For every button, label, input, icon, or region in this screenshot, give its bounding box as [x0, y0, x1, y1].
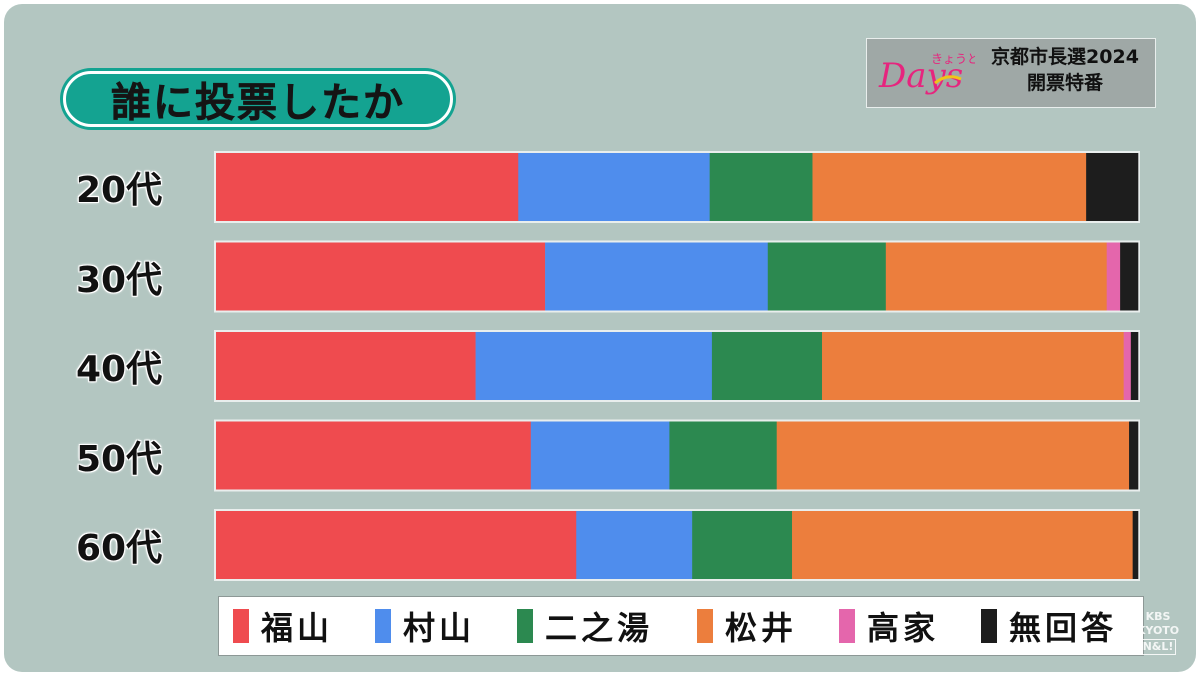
title-pill-inner: 誰に投票したか	[63, 71, 453, 127]
bar-segment	[1123, 332, 1132, 400]
category-label: 20代	[76, 170, 163, 211]
watermark-line2: KYOTO	[1136, 624, 1180, 637]
legend-label: 福山	[261, 609, 334, 647]
category-label: 40代	[76, 349, 163, 390]
logo-swoosh	[934, 75, 962, 85]
bar-segment	[545, 242, 769, 311]
bar-segment	[767, 242, 887, 311]
bar-segment	[711, 332, 823, 400]
bar-segment	[776, 421, 1130, 490]
watermark-line1: KBS	[1145, 610, 1171, 623]
chart-title: 誰に投票したか	[111, 80, 405, 127]
legend-label: 松井	[725, 609, 798, 647]
bar-segment	[576, 511, 693, 579]
legend-label: 村山	[403, 609, 476, 647]
bar-segment	[216, 153, 519, 221]
bar-segment	[216, 332, 476, 400]
legend-item: 無回答	[981, 597, 1117, 655]
legend-item: 松井	[697, 597, 797, 655]
legend-item: 二之湯	[517, 597, 653, 655]
legend: 福山 村山 二之湯 松井 高家 無回答	[218, 596, 1144, 656]
legend-swatch	[697, 609, 713, 643]
legend-item: 村山	[375, 597, 475, 655]
bar-segment	[709, 153, 813, 221]
legend-item: 福山	[233, 597, 333, 655]
bar-segment	[692, 511, 793, 579]
title-pill: 誰に投票したか	[60, 68, 456, 130]
bar-segment	[475, 332, 713, 400]
bar-segment	[216, 242, 546, 311]
legend-swatch	[517, 609, 533, 643]
badge-subtitle: 開票特番	[1026, 72, 1103, 94]
legend-item: 高家	[839, 597, 939, 655]
bar-segment	[669, 421, 778, 490]
bar-segment	[1106, 242, 1121, 311]
bar-segment	[216, 511, 577, 579]
category-label: 60代	[76, 528, 163, 569]
bar-segment	[530, 421, 670, 490]
bar-segment	[1130, 332, 1139, 400]
bar-segment	[1086, 153, 1139, 221]
legend-label: 高家	[867, 609, 940, 647]
broadcast-screen: 誰に投票したか Days きょうと 京都市長選2024 開票特番 20代 30代 4…	[4, 4, 1196, 672]
legend-swatch	[839, 609, 855, 643]
days-logo: Days きょうと	[878, 52, 975, 96]
category-label: 30代	[76, 259, 163, 301]
watermark-line3: N&L!	[1139, 639, 1177, 655]
bar-segment	[518, 153, 710, 221]
legend-swatch	[981, 609, 997, 643]
badge-title: 京都市長選2024	[991, 46, 1139, 68]
legend-swatch	[375, 609, 391, 643]
bar-segment	[822, 332, 1124, 400]
category-label: 50代	[76, 438, 163, 480]
logo-kana-text: きょうと	[931, 52, 975, 66]
bar-segment	[812, 153, 1087, 221]
legend-label: 二之湯	[545, 609, 654, 647]
bar-segment	[1120, 242, 1139, 311]
legend-label: 無回答	[1009, 609, 1118, 647]
program-badge: Days きょうと 京都市長選2024 開票特番	[866, 38, 1156, 108]
bar-segment	[1132, 511, 1139, 579]
bar-segment	[216, 421, 532, 490]
legend-swatch	[233, 609, 249, 643]
bar-segment	[792, 511, 1133, 579]
bar-segment	[1129, 421, 1139, 490]
stacked-bar-chart	[214, 151, 1140, 581]
bar-segment	[885, 242, 1108, 311]
station-watermark: KBS KYOTO N&L!	[1130, 610, 1186, 666]
